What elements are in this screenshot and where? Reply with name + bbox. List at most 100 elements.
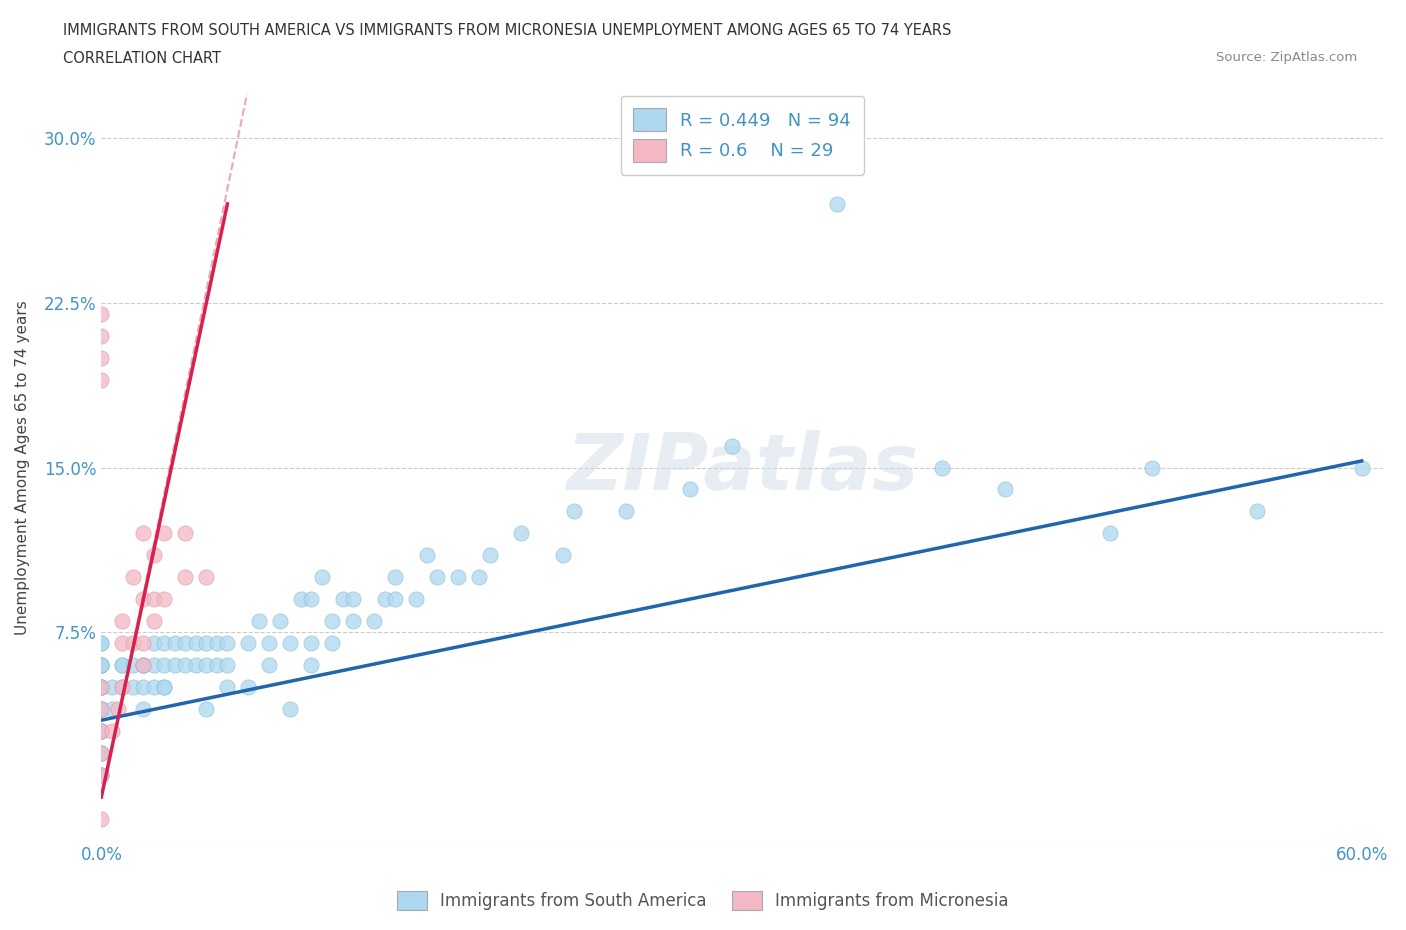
Point xyxy=(142,658,165,672)
Point xyxy=(90,306,112,321)
Point xyxy=(90,680,112,695)
Point xyxy=(311,570,333,585)
Point xyxy=(132,658,155,672)
Point xyxy=(90,767,112,782)
Point xyxy=(247,614,270,629)
Point xyxy=(1246,504,1268,519)
Point xyxy=(90,680,112,695)
Point xyxy=(217,658,239,672)
Point xyxy=(205,636,228,651)
Point xyxy=(163,636,186,651)
Point xyxy=(993,482,1015,497)
Point xyxy=(153,680,176,695)
Point xyxy=(90,746,112,761)
Point xyxy=(153,526,176,541)
Point xyxy=(90,680,112,695)
Point xyxy=(142,636,165,651)
Point xyxy=(174,570,197,585)
Point xyxy=(111,680,134,695)
Point xyxy=(299,658,322,672)
Point xyxy=(90,658,112,672)
Point xyxy=(205,658,228,672)
Point xyxy=(280,702,302,717)
Point xyxy=(132,680,155,695)
Point xyxy=(111,636,134,651)
Point xyxy=(90,746,112,761)
Point xyxy=(111,658,134,672)
Point xyxy=(122,570,145,585)
Point xyxy=(111,680,134,695)
Point xyxy=(195,702,218,717)
Point xyxy=(122,680,145,695)
Point xyxy=(510,526,533,541)
Point xyxy=(363,614,385,629)
Point xyxy=(90,724,112,738)
Point xyxy=(280,636,302,651)
Point xyxy=(90,746,112,761)
Point xyxy=(90,702,112,717)
Point xyxy=(153,591,176,606)
Point xyxy=(122,658,145,672)
Point xyxy=(468,570,491,585)
Point xyxy=(269,614,291,629)
Point xyxy=(90,702,112,717)
Point xyxy=(90,724,112,738)
Point xyxy=(238,680,260,695)
Point xyxy=(195,636,218,651)
Point xyxy=(478,548,501,563)
Point xyxy=(374,591,396,606)
Point xyxy=(142,548,165,563)
Point xyxy=(142,680,165,695)
Point xyxy=(1350,460,1372,475)
Point xyxy=(174,526,197,541)
Point xyxy=(217,680,239,695)
Point xyxy=(142,614,165,629)
Point xyxy=(720,438,742,453)
Point xyxy=(163,658,186,672)
Point xyxy=(342,591,364,606)
Point xyxy=(384,570,406,585)
Point xyxy=(384,591,406,606)
Point xyxy=(1140,460,1163,475)
Point xyxy=(174,658,197,672)
Point xyxy=(259,636,281,651)
Point xyxy=(1098,526,1121,541)
Point xyxy=(153,658,176,672)
Point xyxy=(90,724,112,738)
Point xyxy=(90,328,112,343)
Point xyxy=(90,767,112,782)
Point xyxy=(122,636,145,651)
Point xyxy=(290,591,312,606)
Point xyxy=(332,591,354,606)
Point xyxy=(142,591,165,606)
Point xyxy=(90,372,112,387)
Point xyxy=(174,636,197,651)
Point xyxy=(616,504,638,519)
Point xyxy=(90,351,112,365)
Point xyxy=(562,504,585,519)
Point xyxy=(101,702,124,717)
Point xyxy=(107,702,129,717)
Point xyxy=(447,570,470,585)
Point xyxy=(405,591,427,606)
Point xyxy=(132,658,155,672)
Point xyxy=(90,680,112,695)
Point xyxy=(195,570,218,585)
Point xyxy=(299,636,322,651)
Point xyxy=(416,548,439,563)
Text: CORRELATION CHART: CORRELATION CHART xyxy=(63,51,221,66)
Point xyxy=(101,724,124,738)
Point xyxy=(132,702,155,717)
Point xyxy=(299,591,322,606)
Point xyxy=(184,658,207,672)
Point xyxy=(132,636,155,651)
Text: ZIPatlas: ZIPatlas xyxy=(565,430,918,506)
Legend: R = 0.449   N = 94, R = 0.6    N = 29: R = 0.449 N = 94, R = 0.6 N = 29 xyxy=(620,96,863,175)
Point xyxy=(238,636,260,651)
Point xyxy=(321,614,343,629)
Point xyxy=(90,636,112,651)
Point xyxy=(553,548,575,563)
Point xyxy=(217,636,239,651)
Point xyxy=(101,680,124,695)
Point xyxy=(153,636,176,651)
